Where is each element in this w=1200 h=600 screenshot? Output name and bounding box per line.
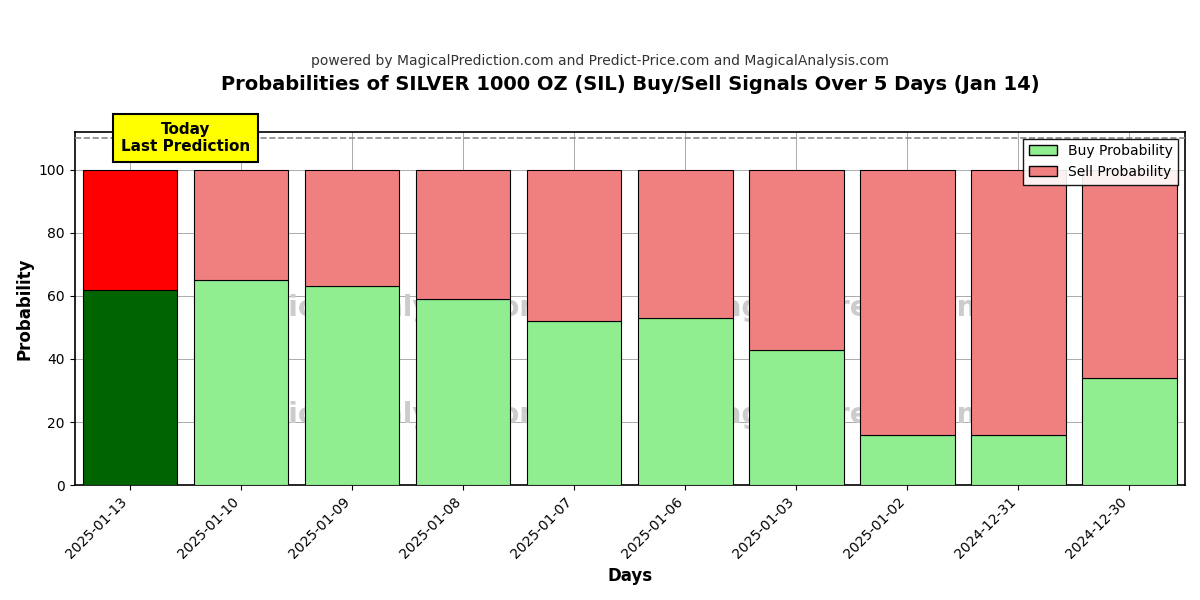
Text: powered by MagicalPrediction.com and Predict-Price.com and MagicalAnalysis.com: powered by MagicalPrediction.com and Pre… — [311, 54, 889, 68]
Text: Today
Last Prediction: Today Last Prediction — [121, 122, 251, 154]
Bar — [860, 435, 955, 485]
Bar — [749, 350, 844, 485]
Bar — [194, 170, 288, 280]
Bar — [638, 318, 732, 485]
Text: MagicalPrediction.com: MagicalPrediction.com — [696, 295, 1052, 322]
Bar — [860, 170, 955, 435]
Bar — [971, 170, 1066, 435]
Bar — [305, 286, 400, 485]
Bar — [971, 435, 1066, 485]
Bar — [527, 170, 622, 321]
Text: MagicalAnalysis.com: MagicalAnalysis.com — [222, 401, 548, 428]
Text: MagicalPrediction.com: MagicalPrediction.com — [696, 401, 1052, 428]
Bar — [638, 170, 732, 318]
Bar — [749, 170, 844, 350]
Bar — [194, 280, 288, 485]
Bar — [83, 290, 178, 485]
Bar — [416, 299, 510, 485]
Bar — [1082, 378, 1177, 485]
Y-axis label: Probability: Probability — [16, 257, 34, 360]
Bar — [1082, 170, 1177, 378]
Bar — [416, 170, 510, 299]
Bar — [305, 170, 400, 286]
Text: MagicalAnalysis.com: MagicalAnalysis.com — [222, 295, 548, 322]
Bar — [83, 170, 178, 290]
Bar — [527, 321, 622, 485]
Title: Probabilities of SILVER 1000 OZ (SIL) Buy/Sell Signals Over 5 Days (Jan 14): Probabilities of SILVER 1000 OZ (SIL) Bu… — [221, 75, 1039, 94]
Legend: Buy Probability, Sell Probability: Buy Probability, Sell Probability — [1024, 139, 1178, 185]
X-axis label: Days: Days — [607, 567, 653, 585]
